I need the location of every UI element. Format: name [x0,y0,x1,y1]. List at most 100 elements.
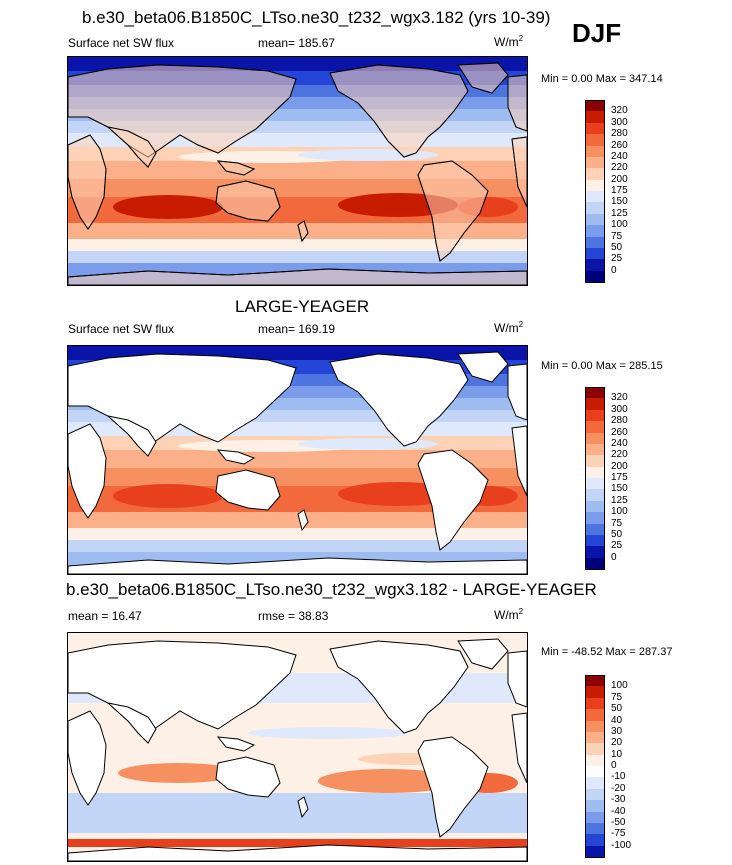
colorbar-tick-label: 200 [611,460,628,472]
colorbar-tick-label: 75 [611,230,623,242]
land-field [297,220,309,243]
coastline [215,469,281,511]
colorbar-swatch [585,179,605,192]
colorbar-swatch [585,202,605,215]
colorbar-tick-label: 240 [611,437,628,449]
panel-1-title: b.e30_beta06.B1850C_LTso.ne30_t232_wgx3.… [82,8,551,27]
colorbar-swatch [585,409,605,422]
colorbar-swatch [585,270,605,283]
colorbar-swatch [585,834,605,847]
coastline [507,363,527,421]
colorbar-tick-label: 0 [611,551,617,563]
colorbar-tick-label: 320 [611,392,628,404]
coastline [329,640,469,734]
colorbar-tick-label: 175 [611,472,628,483]
colorbar-tick-label: 50 [611,241,623,253]
colorbar-tick-label: -20 [611,782,626,794]
colorbar-tick-label: 20 [611,737,623,749]
panel-2-units: W/m2 [494,320,524,335]
colorbar-swatch [585,523,605,536]
land-field [457,62,509,94]
colorbar-tick-label: 40 [611,714,623,726]
colorbar-tick-label: 75 [611,691,623,703]
colorbar-tick-label: 280 [611,415,628,427]
colorbar-swatch [585,720,605,733]
panel-1-map [67,56,528,286]
colorbar-swatch [585,845,605,858]
colorbar-tick-label: -10 [611,771,626,783]
season-label: DJF [572,18,622,48]
colorbar-tick-label: 280 [611,128,628,140]
land-field [216,160,256,176]
colorbar-tick-label: -75 [611,828,626,840]
colorbar-swatch [585,259,605,272]
coastline [216,449,256,465]
panel-3-rmse-label: rmse = 38.83 [258,609,329,623]
colorbar-swatch [585,534,605,547]
panel-1-variable-label: Surface net SW flux [68,36,175,50]
colorbar-swatch [585,512,605,524]
colorbar-swatch [585,478,605,490]
colorbar-swatch [585,500,605,513]
colorbar-tick-label: 150 [611,196,628,208]
colorbar-swatch [585,100,605,112]
colorbar-swatch [585,709,605,721]
colorbar-tick-label: 260 [611,426,628,438]
coastline [329,353,469,447]
coastline [297,796,309,819]
colorbar-tick-label: 50 [611,703,623,715]
land-field [106,126,157,168]
colorbar-tick-label: 30 [611,725,623,737]
panel-3-mean-label: mean = 16.47 [68,609,142,623]
coastline [297,509,309,532]
colorbar-swatch [585,675,605,687]
coastline [68,268,527,285]
panel-2-title: LARGE-YEAGER [235,297,370,316]
colorbar-swatch [585,213,605,226]
colorbar-tick-label: -100 [611,839,632,851]
coastline [68,844,527,861]
colorbar-swatch [585,236,605,249]
colorbar-tick-label: 10 [611,748,623,760]
colorbar-swatch [585,421,605,433]
colorbar-swatch [585,686,605,699]
colorbar-tick-label: 300 [611,116,628,128]
colorbar-tick-label: -40 [611,805,626,817]
colorbar-tick-label: 50 [611,528,623,540]
land-field [511,136,527,208]
colorbar-swatch [585,455,605,468]
map-field [68,57,527,285]
panel-2-minmax: Min = 0.00 Max = 285.15 [541,360,663,372]
panel-3-title: b.e30_beta06.B1850C_LTso.ne30_t232_wgx3.… [66,580,597,599]
colorbar-swatch [585,557,605,570]
colorbar-tick-label: 125 [611,494,628,506]
coastline [507,650,527,708]
colorbar-swatch [585,743,605,756]
colorbar-swatch [585,111,605,124]
colorbar-swatch [585,122,605,135]
colorbar-swatch [585,387,605,399]
colorbar-tick-label: 75 [611,517,623,529]
panel-3-units: W/m2 [494,607,524,622]
coastline [68,710,107,806]
map-field [68,346,527,574]
colorbar-swatch [585,432,605,445]
colorbar-swatch [585,731,605,744]
panel-2-colorbar: 320 300 280 260 240 220 200 175 150 125 100 75 50 25 0 [585,387,645,570]
coastline [68,423,107,519]
colorbar-swatch [585,788,605,801]
colorbar-tick-label: 320 [611,105,628,117]
colorbar-tick-label: 220 [611,449,628,461]
coastline [417,449,489,551]
colorbar-tick-label: 25 [611,253,623,265]
colorbar-tick-label: 260 [611,139,628,151]
colorbar-tick-label: -50 [611,816,626,828]
map-field [68,633,527,861]
colorbar-swatch [585,168,605,181]
colorbar-tick-label: 200 [611,173,628,185]
land-field [68,134,107,230]
coastline [511,425,527,497]
land-field [329,64,469,158]
panel-1-minmax: Min = 0.00 Max = 347.14 [541,73,663,85]
coastline [511,712,527,784]
